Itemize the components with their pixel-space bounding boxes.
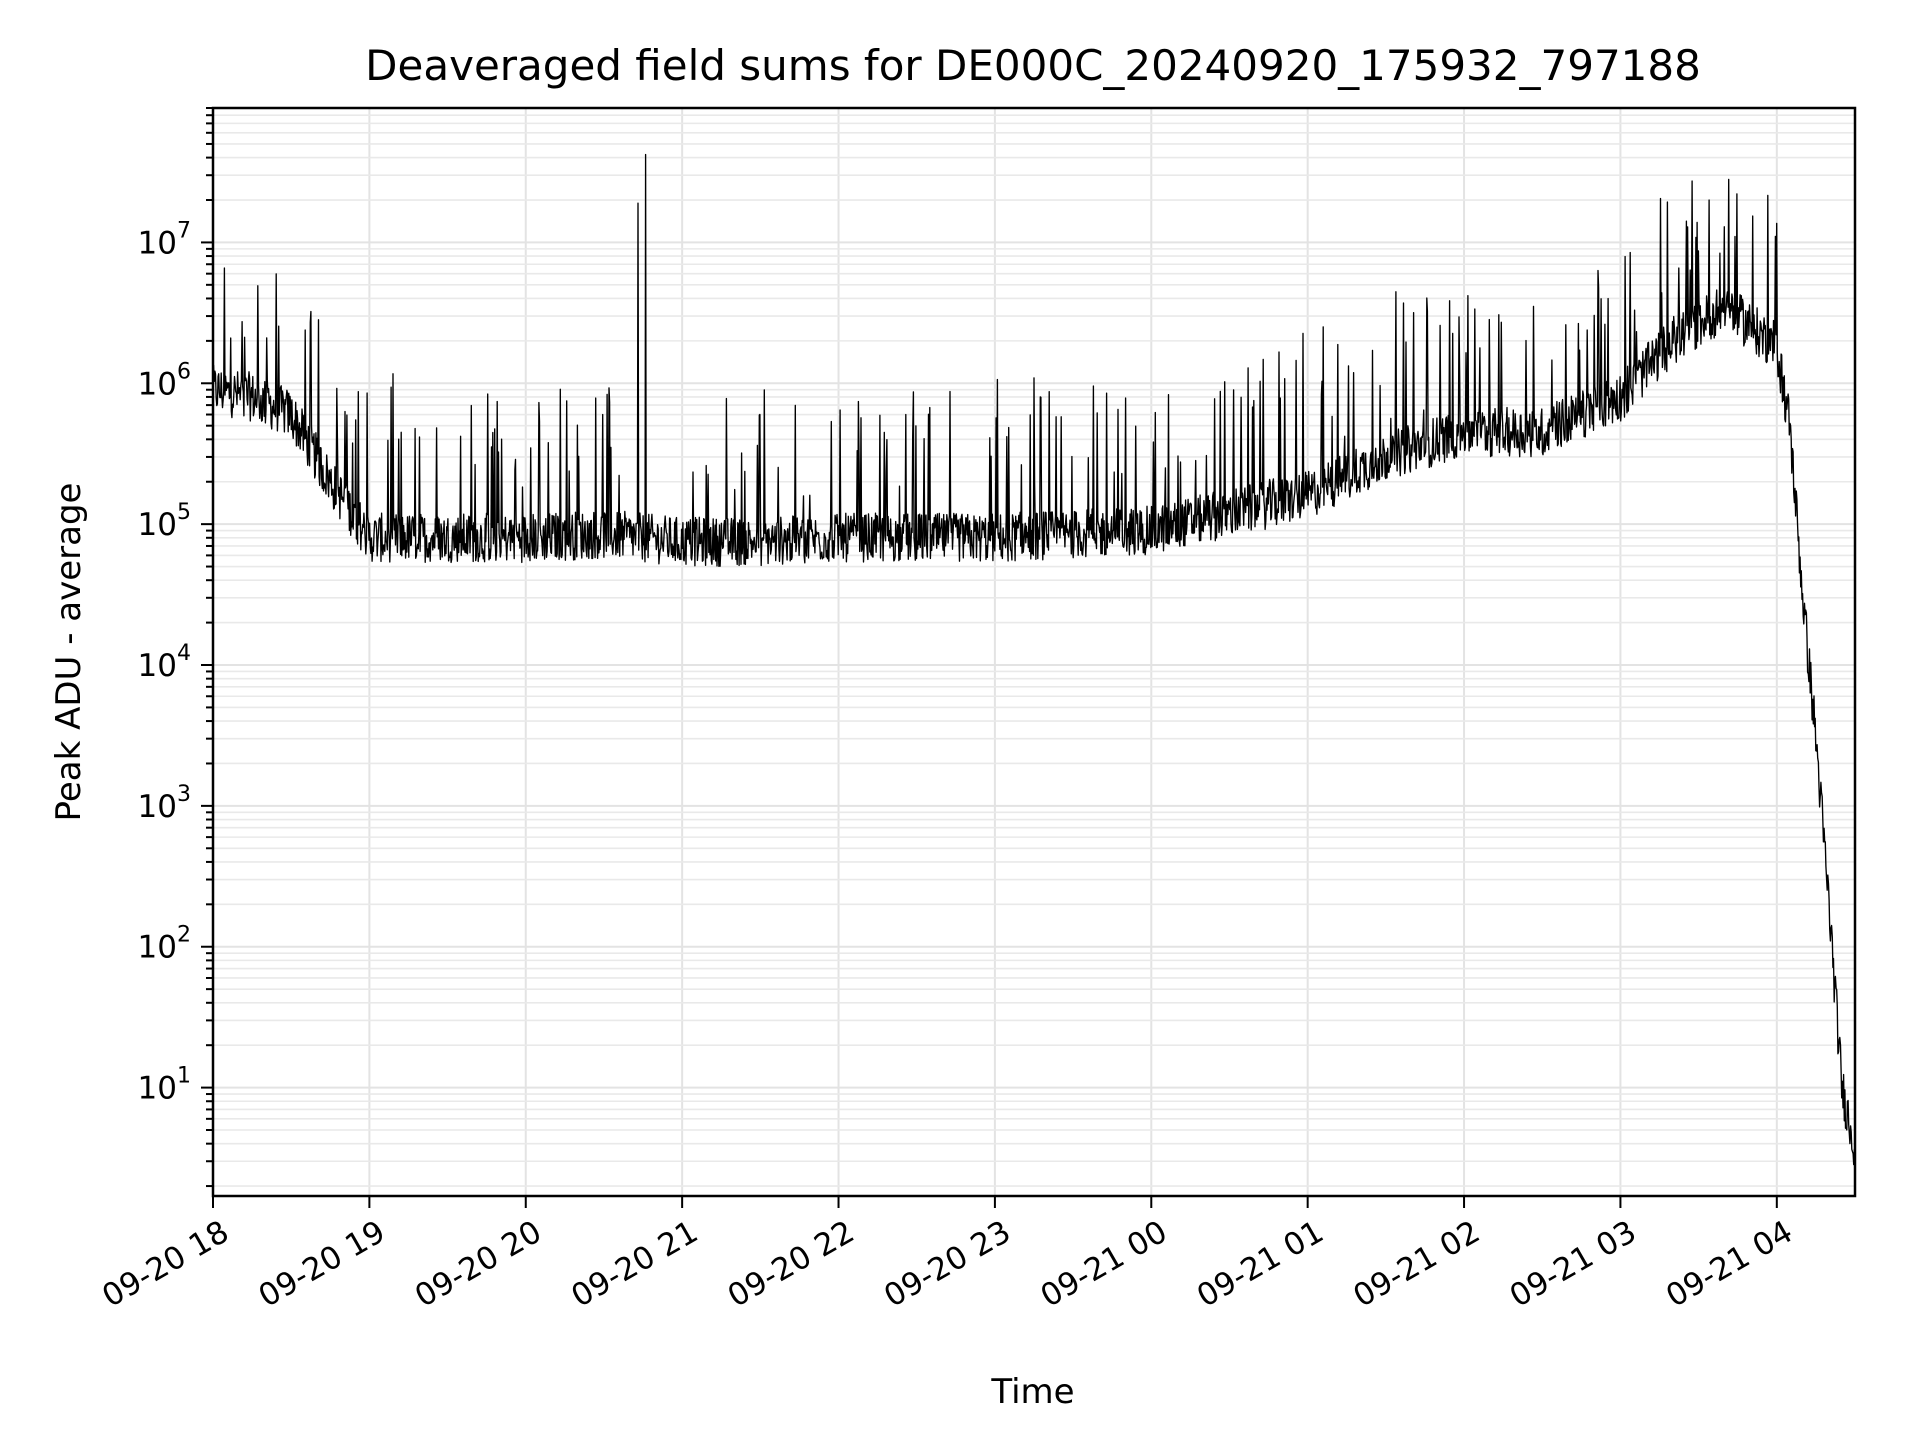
- y-tick-label: 102: [138, 923, 191, 966]
- series: [212, 153, 1856, 1166]
- y-tick-label: 106: [138, 359, 191, 402]
- x-tick-label: 09-21 02: [1347, 1214, 1486, 1315]
- x-tick-label: 09-21 04: [1660, 1214, 1799, 1315]
- y-axis-label: Peak ADU - average: [49, 483, 89, 822]
- grid: [212, 107, 1855, 1196]
- x-tick-label: 09-21 03: [1504, 1214, 1643, 1315]
- x-tick-label: 09-20 19: [253, 1214, 392, 1315]
- x-tick-label: 09-21 00: [1035, 1214, 1174, 1315]
- x-axis-label: Time: [990, 1372, 1074, 1412]
- x-tick-label: 09-20 23: [878, 1214, 1017, 1315]
- x-tick-label: 09-20 21: [565, 1214, 704, 1315]
- y-tick-label: 105: [138, 500, 191, 543]
- y-tick-label: 107: [138, 218, 191, 261]
- y-tick-label: 104: [138, 641, 191, 684]
- y-tick-label: 101: [138, 1064, 191, 1107]
- chart-title: Deaveraged field sums for DE000C_2024092…: [365, 41, 1701, 90]
- series-line: [212, 153, 1856, 1166]
- x-tick-label: 09-20 18: [96, 1214, 235, 1315]
- y-tick-label: 103: [138, 782, 191, 825]
- x-tick-label: 09-21 01: [1191, 1214, 1330, 1315]
- plot-area: [211, 106, 1857, 1198]
- x-tick-label: 09-20 22: [722, 1214, 861, 1315]
- x-tick-label: 09-20 20: [409, 1214, 548, 1315]
- axis-ticks: [201, 107, 1778, 1208]
